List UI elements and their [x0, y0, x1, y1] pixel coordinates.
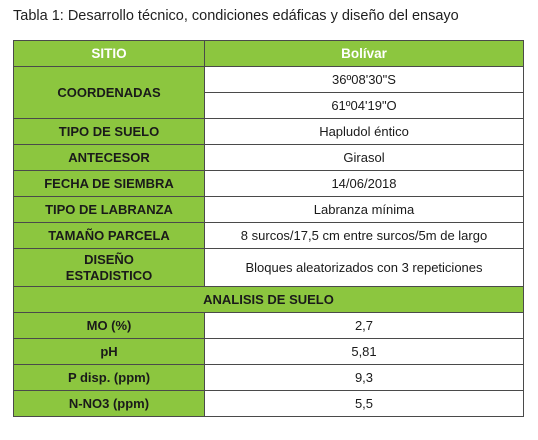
table-row: TIPO DE SUELO Hapludol éntico — [13, 118, 524, 145]
coordinates-lat: 36º08'30"S — [204, 66, 524, 93]
row-label: N-NO3 (ppm) — [13, 390, 205, 417]
table-row: DISEÑO ESTADISTICO Bloques aleatorizados… — [13, 248, 524, 287]
row-value: 8 surcos/17,5 cm entre surcos/5m de larg… — [204, 222, 524, 249]
row-value: 9,3 — [204, 364, 524, 391]
row-value: 14/06/2018 — [204, 170, 524, 197]
table-row: MO (%) 2,7 — [13, 312, 524, 339]
table-row: TIPO DE LABRANZA Labranza mínima — [13, 196, 524, 223]
header-site: SITIO — [13, 40, 205, 67]
row-value: Labranza mínima — [204, 196, 524, 223]
table-caption: Tabla 1: Desarrollo técnico, condiciones… — [13, 8, 459, 24]
row-value: 2,7 — [204, 312, 524, 339]
coordinates-label: COORDENADAS — [13, 66, 205, 119]
design-label-line1: DISEÑO — [84, 251, 134, 267]
table-row: N-NO3 (ppm) 5,5 — [13, 390, 524, 417]
table-row: pH 5,81 — [13, 338, 524, 365]
row-label: pH — [13, 338, 205, 365]
trial-table: SITIO Bolívar COORDENADAS 36º08'30"S 61º… — [13, 40, 524, 417]
row-label: TAMAÑO PARCELA — [13, 222, 205, 249]
design-value: Bloques aleatorizados con 3 repeticiones — [204, 248, 524, 287]
design-label: DISEÑO ESTADISTICO — [13, 248, 205, 287]
row-label: TIPO DE LABRANZA — [13, 196, 205, 223]
section-row: ANALISIS DE SUELO — [13, 286, 524, 313]
table-row: 61º04'19"O — [14, 92, 524, 119]
row-value: Hapludol éntico — [204, 118, 524, 145]
table-row: TAMAÑO PARCELA 8 surcos/17,5 cm entre su… — [13, 222, 524, 249]
coordinates-lon: 61º04'19"O — [204, 92, 524, 119]
table-row: ANTECESOR Girasol — [13, 144, 524, 171]
row-label: FECHA DE SIEMBRA — [13, 170, 205, 197]
row-value: 5,5 — [204, 390, 524, 417]
table-row: COORDENADAS 36º08'30"S — [13, 66, 524, 119]
table-row: P disp. (ppm) 9,3 — [13, 364, 524, 391]
design-label-line2: ESTADISTICO — [65, 267, 153, 283]
row-value: Girasol — [204, 144, 524, 171]
section-title: ANALISIS DE SUELO — [13, 286, 524, 313]
header-row: SITIO Bolívar — [13, 40, 524, 67]
row-label: P disp. (ppm) — [13, 364, 205, 391]
row-label: MO (%) — [13, 312, 205, 339]
table-row: FECHA DE SIEMBRA 14/06/2018 — [13, 170, 524, 197]
header-location: Bolívar — [204, 40, 524, 67]
row-value: 5,81 — [204, 338, 524, 365]
row-label: TIPO DE SUELO — [13, 118, 205, 145]
row-label: ANTECESOR — [13, 144, 205, 171]
